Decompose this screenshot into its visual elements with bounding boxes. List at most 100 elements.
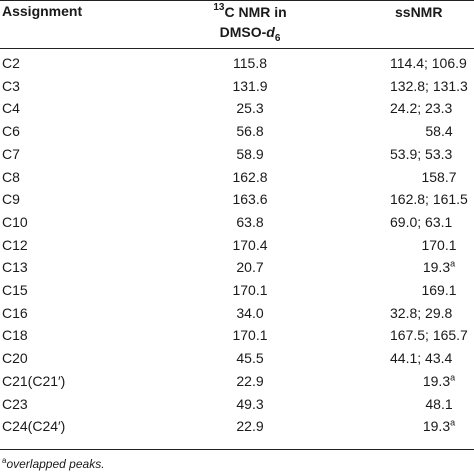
cell-ssnmr-shift: 162.8; 161.5 [390, 188, 474, 210]
header-ssnmr: ssNMR [395, 4, 443, 20]
cell-dmso-shift: 49.3 [236, 395, 264, 412]
cell-assignment: C10 [2, 213, 28, 230]
cell-ssnmr-value: 44.1; 43.4 [390, 350, 453, 367]
cell-ssnmr-value: 169.1 [421, 282, 457, 298]
table-row: C20 45.5 44.1; 43.4 [0, 347, 474, 369]
cell-assignment: C24(C24′) [2, 418, 66, 435]
header-assignment: Assignment [2, 3, 83, 19]
cell-ssnmr-value: 48.1 [425, 395, 453, 412]
cell-dmso-shift: 170.4 [232, 236, 268, 253]
cell-ssnmr-value: 167.5; 165.7 [390, 327, 468, 344]
cell-ssnmr-value: 114.4; 106.9 [390, 55, 467, 71]
cell-ssnmr-value: 53.9; 53.3 [390, 145, 453, 162]
cell-ssnmr-value: 158.7 [421, 168, 457, 185]
cell-dmso-shift: 131.9 [232, 77, 268, 94]
footnote-text: overlapped peaks. [6, 457, 105, 471]
cell-dmso-shift: 163.6 [232, 191, 268, 208]
cell-dmso-shift: 58.9 [236, 145, 264, 162]
header-dmso-line1: 13C NMR in [150, 2, 350, 22]
cell-dmso-shift: 22.9 [236, 418, 264, 435]
cell-ssnmr-shift: 53.9; 53.3 [390, 143, 474, 165]
cell-dmso-shift: 170.1 [232, 282, 268, 298]
cell-ssnmr-shift: 69.0; 63.1 [390, 211, 474, 233]
table-row: C8 162.8 158.7 [0, 166, 474, 188]
header-dmso-nmr: 13C NMR in DMSO-d6 [150, 2, 350, 44]
cell-assignment: C20 [2, 350, 28, 367]
cell-assignment: C21(C21′) [2, 372, 66, 389]
isotope-superscript: 13 [213, 2, 225, 14]
cell-assignment: C6 [2, 123, 20, 140]
footnote-mark: a [2, 456, 7, 465]
cell-assignment: C2 [2, 55, 20, 71]
cell-ssnmr-shift: 158.7 [390, 166, 474, 188]
cell-ssnmr-value: 132.8; 131.3 [390, 77, 468, 94]
cell-dmso-shift: 63.8 [236, 213, 264, 230]
cell-ssnmr-value: 170.1 [421, 236, 457, 253]
cell-ssnmr-value: 32.8; 29.8 [390, 304, 453, 321]
overlap-footnote-mark: a [450, 417, 456, 428]
cell-dmso-shift: 115.8 [233, 55, 267, 71]
table-row: C16 34.0 32.8; 29.8 [0, 302, 474, 324]
overlap-footnote-mark: a [450, 372, 456, 383]
cell-ssnmr-shift: 19.3a [390, 415, 474, 437]
cell-ssnmr-value: 19.3 [422, 372, 451, 389]
header-dmso-italic: d [266, 24, 275, 40]
table-bottom-rule [0, 449, 474, 450]
cell-ssnmr-shift: 58.4 [390, 120, 474, 142]
table-row: C24(C24′) 22.9 19.3a [0, 415, 474, 437]
cell-dmso-shift: 162.8 [232, 168, 268, 185]
table-row: C10 63.8 69.0; 63.1 [0, 211, 474, 233]
cell-ssnmr-shift: 169.1 [390, 279, 474, 301]
cell-dmso-shift: 22.9 [236, 372, 264, 389]
table-row: C23 49.3 48.1 [0, 393, 474, 415]
cell-assignment: C23 [2, 395, 28, 412]
cell-ssnmr-value: 19.3 [422, 259, 451, 276]
cell-assignment: C4 [2, 100, 20, 117]
table-footnote: aoverlapped peaks. [2, 455, 105, 473]
table-row: C3 131.9 132.8; 131.3 [0, 75, 474, 97]
cell-assignment: C8 [2, 168, 20, 185]
header-dmso-solvent: DMSO- [219, 24, 267, 40]
cell-ssnmr-value: 69.0; 63.1 [390, 213, 453, 230]
table-row: C21(C21′) 22.9 19.3a [0, 370, 474, 392]
table-row: C2 115.8 114.4; 106.9 [0, 52, 474, 74]
table-row: C7 58.9 53.9; 53.3 [0, 143, 474, 165]
cell-dmso-shift: 25.3 [236, 100, 264, 117]
cell-assignment: C9 [2, 191, 20, 208]
cell-ssnmr-shift: 48.1 [390, 393, 474, 415]
table-row: C13 20.7 19.3a [0, 256, 474, 278]
table-row: C15 170.1 169.1 [0, 279, 474, 301]
cell-ssnmr-shift: 132.8; 131.3 [390, 75, 474, 97]
table-row: C18 170.1 167.5; 165.7 [0, 324, 474, 346]
cell-ssnmr-value: 162.8; 161.5 [390, 191, 468, 208]
cell-dmso-shift: 45.5 [236, 350, 264, 367]
header-bottom-rule [0, 48, 474, 49]
cell-assignment: C15 [2, 282, 28, 298]
table-row: C12 170.4 170.1 [0, 234, 474, 256]
cell-assignment: C13 [2, 259, 28, 276]
header-dmso-subscript: 6 [274, 32, 281, 44]
cell-dmso-shift: 34.0 [236, 304, 264, 321]
cell-ssnmr-shift: 19.3a [390, 256, 474, 278]
cell-ssnmr-shift: 32.8; 29.8 [390, 302, 474, 324]
table-row: C4 25.3 24.2; 23.3 [0, 97, 474, 119]
cell-assignment: C18 [2, 327, 28, 344]
cell-ssnmr-shift: 44.1; 43.4 [390, 347, 474, 369]
cell-assignment: C3 [2, 77, 20, 94]
table-top-rule [0, 0, 474, 1]
cell-dmso-shift: 20.7 [236, 259, 264, 276]
cell-ssnmr-value: 24.2; 23.3 [390, 100, 453, 117]
cell-ssnmr-shift: 19.3a [390, 370, 474, 392]
cell-dmso-shift: 170.1 [232, 327, 268, 344]
header-dmso-line1-text: C NMR in [224, 4, 287, 20]
table-row: C6 56.8 58.4 [0, 120, 474, 142]
table-row: C9 163.6 162.8; 161.5 [0, 188, 474, 210]
header-dmso-line2: DMSO-d6 [150, 22, 350, 44]
cell-ssnmr-shift: 114.4; 106.9 [390, 52, 474, 74]
cell-ssnmr-shift: 24.2; 23.3 [390, 97, 474, 119]
cell-assignment: C7 [2, 145, 20, 162]
cell-ssnmr-value: 58.4 [425, 123, 453, 140]
cell-ssnmr-value: 19.3 [422, 418, 451, 435]
cell-assignment: C16 [2, 304, 28, 321]
